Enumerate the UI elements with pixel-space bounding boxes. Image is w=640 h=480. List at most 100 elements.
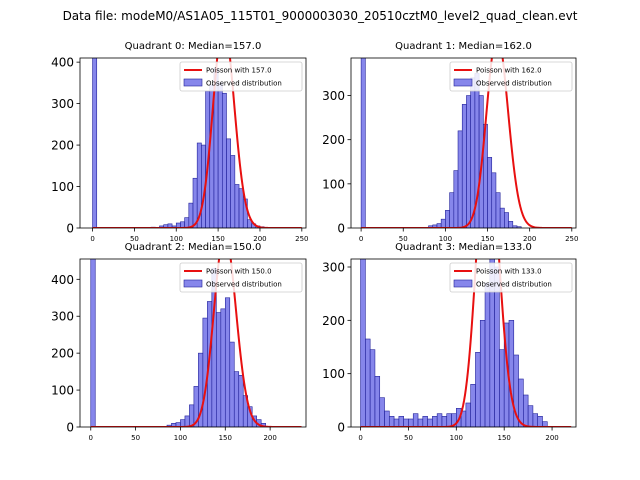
histogram-bar: [216, 312, 222, 427]
y-tick-label: 0: [337, 421, 345, 435]
y-tick-label: 100: [322, 367, 345, 381]
histogram-bar: [523, 394, 529, 427]
quadrant-1-plot-area: [360, 58, 572, 228]
y-tick-label: 200: [51, 139, 74, 153]
x-tick-label: 0: [359, 235, 363, 243]
quadrant-3-plot-area: [360, 259, 572, 427]
y-tick-label: 100: [51, 180, 74, 194]
histogram-bar: [499, 349, 505, 427]
legend-observed-label: Observed distribution: [476, 281, 552, 289]
histogram-bar: [466, 95, 471, 228]
histogram-bar: [188, 202, 194, 228]
histogram-bar: [453, 170, 459, 228]
x-tick-label: 100: [170, 235, 183, 243]
quadrant-title: Quadrant 2: Median=150.0: [125, 242, 262, 253]
x-tick-label: 0: [90, 235, 94, 243]
histogram-bar: [432, 416, 438, 427]
histogram-bar: [234, 184, 240, 228]
legend-poisson-label: Poisson with 157.0: [206, 67, 272, 75]
legend-box: [449, 61, 573, 92]
x-tick-label: 200: [523, 235, 536, 243]
histogram-bar: [508, 221, 514, 228]
legend: Poisson with 157.0 Observed distribution: [179, 61, 303, 92]
histogram-bar: [461, 104, 467, 228]
histogram-bar: [202, 317, 208, 427]
quadrant-2-plot-area: [90, 259, 302, 427]
histogram-bar: [393, 418, 400, 427]
y-tick-label: 200: [51, 347, 74, 361]
x-tick-label: 150: [219, 434, 232, 442]
legend-observed-swatch: [183, 78, 203, 87]
histogram-bar: [184, 217, 190, 228]
y-tick-label: 0: [66, 222, 74, 236]
quadrant-2-plot: 0 50 100 150 200 0 100 200 300 400 Quadrant 2: Med…: [51, 242, 307, 442]
quadrant-title: Quadrant 1: Median=162.0: [395, 41, 532, 52]
x-tick-label: 250: [565, 235, 578, 243]
x-tick-label: 250: [295, 235, 308, 243]
axes-frame: [350, 57, 577, 229]
histogram-bar: [230, 155, 236, 228]
x-tick-label: 200: [545, 434, 558, 442]
x-tick-label: 150: [481, 235, 494, 243]
histogram-bar: [470, 77, 476, 228]
histogram-bar: [360, 58, 366, 228]
legend-observed-swatch: [453, 279, 473, 288]
histogram-bar: [398, 416, 404, 427]
histogram-bar: [184, 415, 190, 427]
histogram-bar: [180, 419, 186, 427]
x-tick-label: 200: [253, 235, 266, 243]
y-tick-label: 400: [51, 273, 74, 287]
legend-observed-label: Observed distribution: [206, 80, 282, 88]
legend-box: [179, 61, 303, 92]
histogram-bar: [446, 413, 452, 427]
y-tick-label: 0: [337, 222, 345, 236]
histogram-bar: [408, 418, 414, 427]
x-tick-label: 150: [211, 235, 224, 243]
x-tick-label: 100: [174, 434, 187, 442]
histogram-bar: [374, 376, 381, 427]
legend: Poisson with 150.0 Observed distribution: [179, 262, 303, 293]
legend-observed-label: Observed distribution: [206, 281, 282, 289]
x-tick-label: 100: [439, 235, 452, 243]
histogram-bar: [527, 405, 534, 427]
histogram-bar: [238, 375, 244, 427]
y-tick-label: 200: [322, 314, 345, 328]
histogram-bar: [238, 188, 244, 228]
histogram-bar: [365, 338, 371, 427]
histogram-bar: [487, 157, 493, 228]
histogram-bar: [403, 418, 409, 427]
x-tick-label: 0: [89, 434, 93, 442]
y-tick-label: 300: [322, 89, 345, 103]
quadrant-title: Quadrant 0: Median=157.0: [125, 41, 262, 52]
histogram-bar: [440, 218, 446, 228]
histogram-bar: [388, 416, 395, 427]
histogram-bar: [495, 192, 501, 228]
histogram-bar: [537, 416, 543, 427]
histogram-bar: [224, 297, 231, 427]
histogram-bar: [491, 172, 497, 228]
x-tick-label: 50: [399, 235, 408, 243]
histogram-bar: [484, 282, 491, 427]
histogram-bar: [379, 397, 385, 427]
legend-box: [449, 262, 573, 293]
histogram-bar: [92, 58, 98, 228]
legend-observed-swatch: [183, 279, 203, 288]
histogram-bar: [412, 413, 419, 427]
histogram-bar: [422, 416, 428, 427]
histogram-bar: [417, 418, 424, 427]
axes-frame: [79, 258, 307, 428]
x-tick-label: 150: [498, 434, 511, 442]
histogram-bar: [457, 130, 463, 228]
y-tick-label: 200: [322, 133, 345, 147]
histogram-bar: [221, 92, 227, 228]
quadrant-title: Quadrant 3: Median=133.0: [395, 242, 532, 253]
histogram-bar: [470, 384, 476, 427]
histogram-bar: [220, 308, 226, 427]
y-tick-label: 400: [51, 56, 74, 70]
x-tick-label: 100: [450, 434, 463, 442]
x-tick-label: 50: [404, 434, 413, 442]
histogram-bar: [504, 212, 509, 228]
legend-poisson-label: Poisson with 133.0: [476, 268, 542, 276]
histogram-bar: [217, 82, 223, 228]
